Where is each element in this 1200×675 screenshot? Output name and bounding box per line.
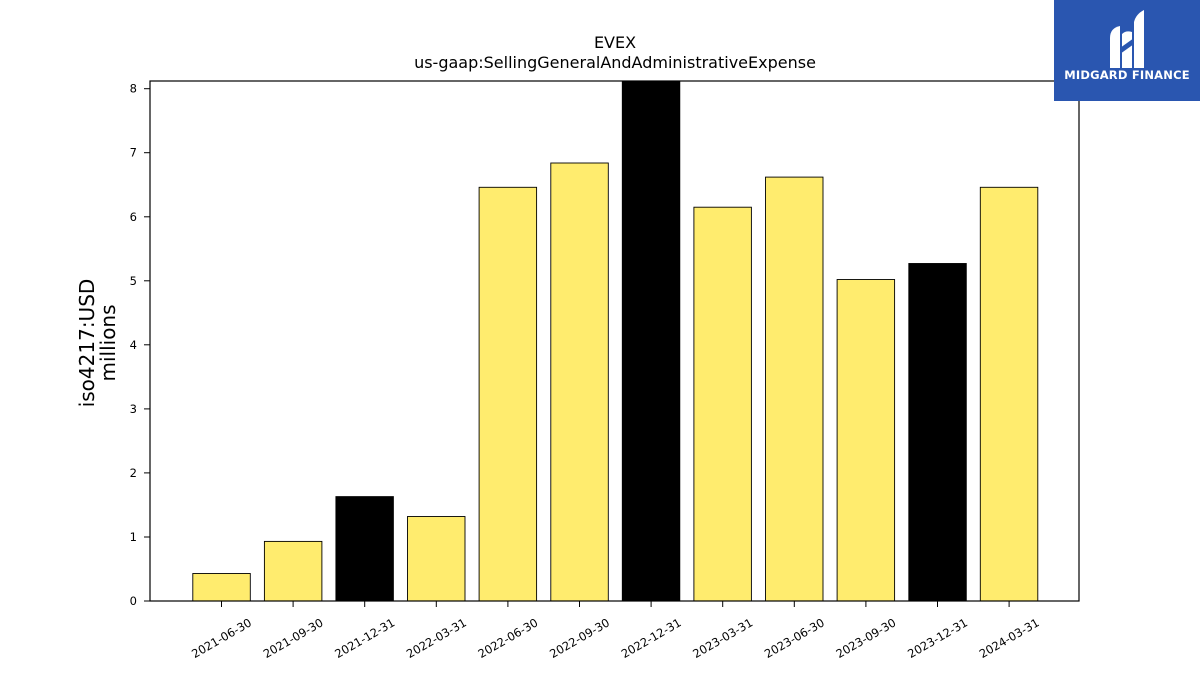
y-axis-label: iso4217:USD millions <box>75 279 120 408</box>
bar-2022-06-30 <box>478 186 538 602</box>
plot-frame <box>149 80 1080 602</box>
bar-2024-03-31 <box>979 186 1039 602</box>
x-tick-label: 2023-03-31 <box>690 615 755 661</box>
brand-logo-text: MIDGARD FINANCE <box>1064 68 1190 82</box>
x-tick-label: 2022-12-31 <box>619 615 684 661</box>
brand-logo: MIDGARD FINANCE <box>1054 0 1200 101</box>
bar-2022-03-31 <box>407 516 466 602</box>
x-ticks-group: 2021-06-30 2021-09-30 2021-12-31 2022-03-31… <box>189 601 1042 661</box>
y-axis-label-line1: iso4217:USD <box>75 279 99 408</box>
y-tick-label: 8 <box>130 82 137 96</box>
bar-2023-06-30 <box>765 176 824 602</box>
y-axis-label-line2: millions <box>96 304 120 381</box>
y-tick-label: 6 <box>130 210 137 224</box>
bar-2022-12-31 <box>621 80 681 602</box>
chart-subtitle: us-gaap:SellingGeneralAndAdministrativeE… <box>414 53 816 72</box>
bar-2023-03-31 <box>693 206 752 602</box>
y-tick-label: 5 <box>130 274 137 288</box>
y-tick-label: 1 <box>130 530 137 544</box>
bars-group <box>192 80 1039 602</box>
y-ticks-group: 0 1 2 3 4 5 6 7 8 <box>130 82 150 608</box>
bar-2021-06-30 <box>192 573 251 602</box>
x-tick-label: 2022-03-31 <box>404 615 469 661</box>
midgard-logo-icon <box>1110 10 1144 68</box>
x-tick-label: 2022-06-30 <box>476 615 541 661</box>
x-tick-label: 2023-12-31 <box>905 615 970 661</box>
x-tick-label: 2021-06-30 <box>189 615 254 661</box>
y-tick-label: 3 <box>130 402 137 416</box>
bar-2022-09-30 <box>550 162 609 602</box>
x-tick-label: 2023-06-30 <box>762 615 827 661</box>
bar-2023-12-31 <box>908 263 967 602</box>
bar-2021-12-31 <box>335 496 394 602</box>
y-tick-label: 0 <box>130 594 137 608</box>
y-tick-label: 4 <box>130 338 137 352</box>
x-tick-label: 2023-09-30 <box>834 615 899 661</box>
bar-2021-09-30 <box>263 540 323 602</box>
x-tick-label: 2024-03-31 <box>977 615 1042 661</box>
y-tick-label: 2 <box>130 466 137 480</box>
chart-title: EVEX <box>594 33 636 52</box>
y-tick-label: 7 <box>130 146 137 160</box>
x-tick-label: 2021-09-30 <box>261 615 326 661</box>
bar-2023-09-30 <box>836 279 896 602</box>
x-tick-label: 2021-12-31 <box>332 615 397 661</box>
x-tick-label: 2022-09-30 <box>547 615 612 661</box>
